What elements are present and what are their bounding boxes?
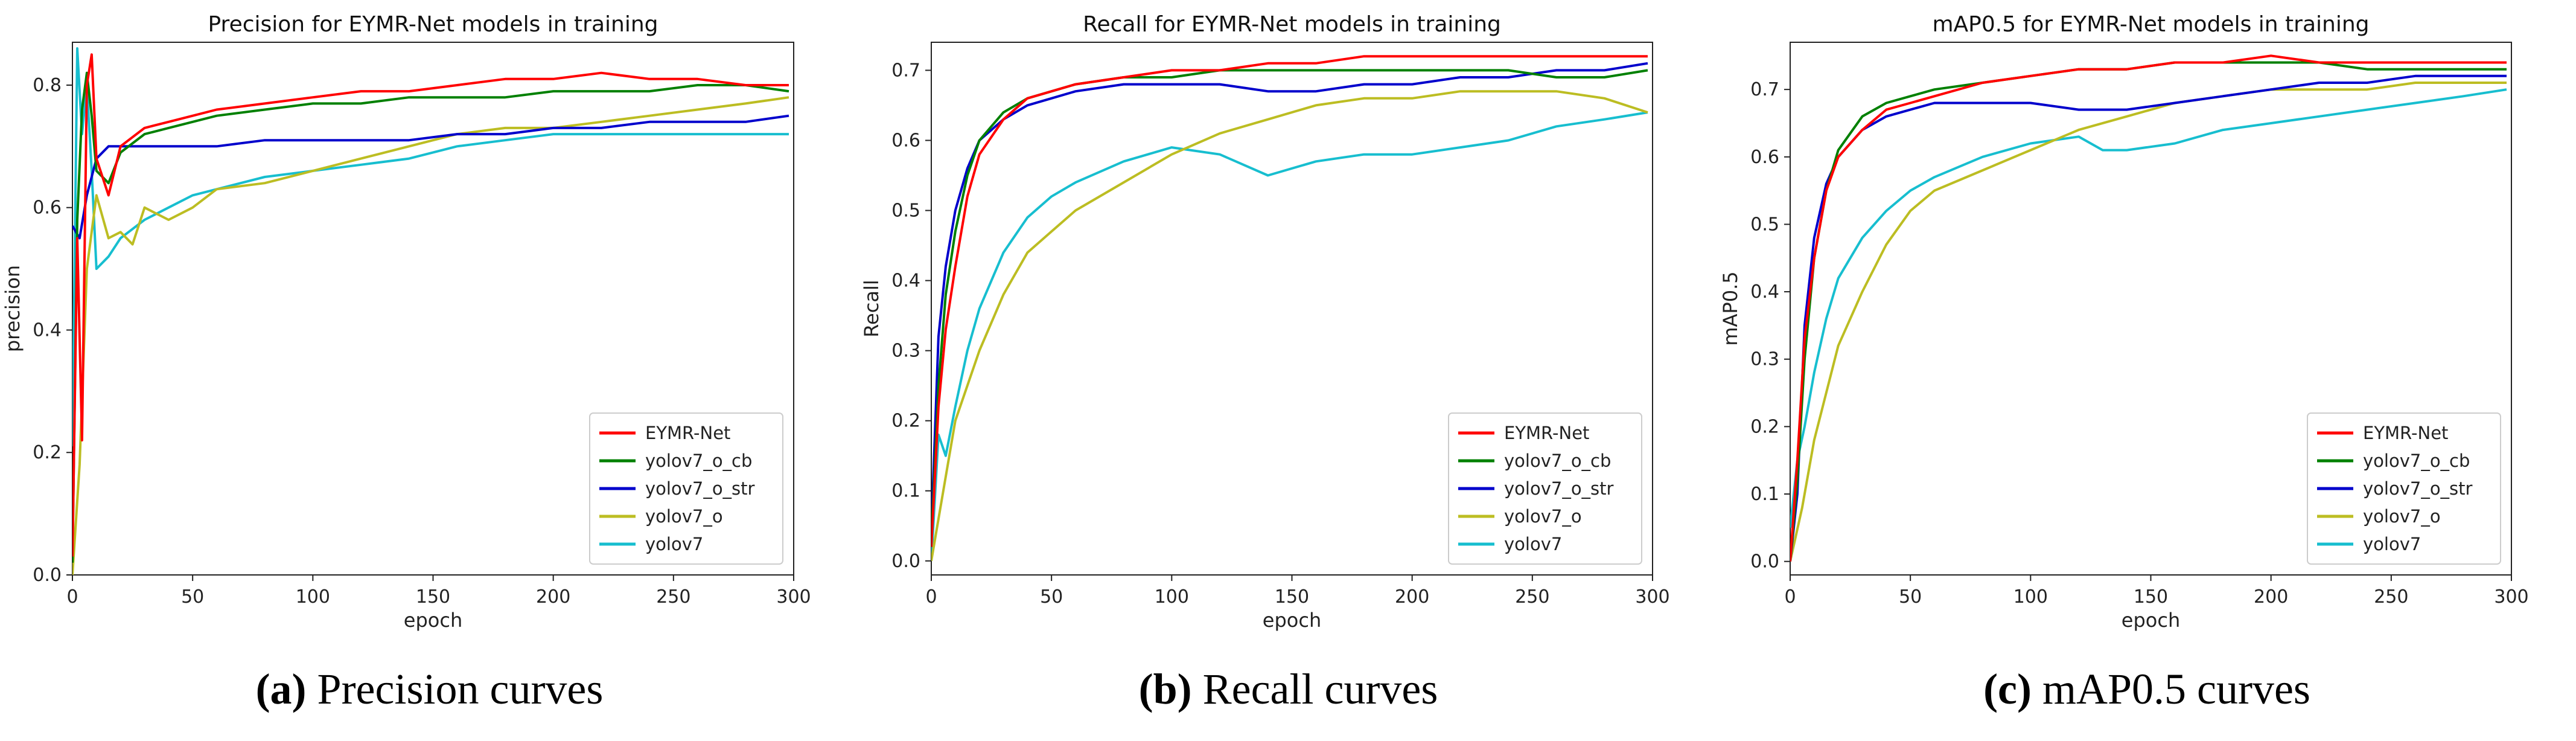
precision-xtick-label: 250 [656, 586, 690, 608]
map05-ytick-label: 0.2 [1750, 416, 1779, 437]
recall-xlabel: epoch [1263, 609, 1321, 632]
precision-series-yolov7-o [72, 96, 789, 575]
precision-ytick-label: 0.2 [33, 442, 62, 463]
precision-series-yolov7-o-cb [72, 71, 789, 563]
recall-series-yolov7-o-str [931, 62, 1648, 533]
recall-ytick-label: 0.4 [891, 271, 920, 292]
caption-b-letter: (b) [1138, 665, 1192, 713]
map05-ytick-label: 0.5 [1750, 214, 1779, 235]
recall-ytick-label: 0.6 [891, 130, 920, 151]
precision-ytick-label: 0.0 [33, 565, 62, 586]
recall-series-yolov7 [931, 111, 1648, 561]
map05-series-yolov7 [1790, 88, 2507, 528]
caption-b-text: Recall curves [1191, 665, 1438, 713]
precision-xtick-label: 0 [66, 586, 78, 608]
precision-xlabel: epoch [404, 609, 462, 632]
recall-ytick-label: 0.3 [891, 341, 920, 362]
recall-series-eymr-net [931, 55, 1648, 547]
precision-ytick-label: 0.6 [33, 197, 62, 219]
map05-legend-label: EYMR-Net [2363, 423, 2448, 443]
map05-ytick-label: 0.4 [1750, 281, 1779, 303]
recall-ytick-label: 0.1 [891, 481, 920, 502]
map05-chart: mAP0.5 for EYMR-Net models in training 0 5… [1719, 12, 2529, 632]
precision-xtick-label: 100 [296, 586, 330, 608]
map05-xtick-label: 150 [2134, 586, 2168, 608]
map05-series-group [1790, 54, 2507, 562]
precision-series-eymr-net [72, 53, 789, 557]
precision-legend-label: yolov7_o [645, 506, 723, 527]
map05-xtick-label: 200 [2254, 586, 2288, 608]
map05-xtick-label: 250 [2374, 586, 2408, 608]
recall-ylabel: Recall [860, 280, 883, 337]
map05-series-eymr-net [1790, 54, 2507, 562]
caption-b: (b) Recall curves [859, 664, 1718, 719]
map05-ytick-label: 0.0 [1750, 551, 1779, 573]
recall-legend-label: EYMR-Net [1504, 423, 1589, 443]
recall-ytick-label: 0.2 [891, 411, 920, 432]
recall-xtick-label: 300 [1635, 586, 1669, 608]
caption-a-text: Precision curves [306, 665, 604, 713]
recall-series-yolov7-o-cb [931, 69, 1648, 541]
recall-legend-label: yolov7_o_str [1504, 478, 1614, 499]
precision-ylabel: precision [1, 265, 24, 352]
recall-xtick-label: 200 [1395, 586, 1429, 608]
map05-legend [2307, 412, 2501, 565]
caption-a: (a) Precision curves [0, 664, 859, 719]
recall-title: Recall for EYMR-Net models in training [1083, 12, 1501, 37]
map05-ytick-label: 0.7 [1750, 79, 1779, 100]
precision-xtick-label: 300 [776, 586, 811, 608]
caption-a-letter: (a) [255, 665, 307, 713]
recall-legend-label: yolov7_o [1504, 506, 1582, 527]
map05-legend-label: yolov7_o_str [2363, 478, 2473, 499]
precision-ytick-label: 0.8 [33, 75, 62, 96]
caption-c-text: mAP0.5 curves [2031, 665, 2310, 713]
map05-xlabel: epoch [2122, 609, 2180, 632]
recall-series-yolov7-o [931, 90, 1648, 562]
precision-legend-label: EYMR-Net [645, 423, 730, 443]
map05-series-yolov7-o-str [1790, 74, 2507, 562]
map05-xtick-label: 300 [2494, 586, 2528, 608]
recall-legend [1448, 412, 1642, 565]
recall-xtick-label: 250 [1515, 586, 1549, 608]
map05-title: mAP0.5 for EYMR-Net models in training [1932, 12, 2369, 37]
map05-ytick-label: 0.1 [1750, 484, 1779, 505]
recall-legend-label: yolov7 [1504, 534, 1562, 554]
map05-xtick-label: 0 [1784, 586, 1796, 608]
recall-ytick-label: 0.7 [891, 60, 920, 81]
recall-xtick-label: 0 [925, 586, 937, 608]
precision-legend-label: yolov7 [645, 534, 703, 554]
recall-ytick-label: 0.5 [891, 200, 920, 222]
precision-series-yolov7-o-str [72, 114, 789, 240]
map05-series-yolov7-o [1790, 82, 2507, 562]
precision-series-group [72, 47, 789, 575]
recall-series-group [931, 55, 1648, 562]
map05-ytick-label: 0.3 [1750, 349, 1779, 370]
map05-legend-label: yolov7_o [2363, 506, 2441, 527]
recall-xtick-label: 150 [1275, 586, 1309, 608]
precision-xtick-label: 50 [181, 586, 204, 608]
recall-xtick-label: 50 [1040, 586, 1063, 608]
map05-legend-label: yolov7 [2363, 534, 2421, 554]
precision-xtick-label: 150 [416, 586, 450, 608]
caption-c-letter: (c) [1983, 665, 2032, 713]
precision-xtick-label: 200 [536, 586, 570, 608]
recall-legend-label: yolov7_o_cb [1504, 451, 1611, 471]
precision-series-yolov7 [72, 47, 789, 447]
precision-legend-label: yolov7_o_str [645, 478, 755, 499]
recall-xtick-label: 100 [1155, 586, 1189, 608]
precision-chart: Precision for EYMR-Net models in trainin… [1, 12, 811, 632]
recall-ytick-label: 0.0 [891, 551, 920, 572]
map05-legend-label: yolov7_o_cb [2363, 451, 2470, 471]
caption-c: (c) mAP0.5 curves [1718, 664, 2576, 719]
map05-ylabel: mAP0.5 [1719, 271, 1742, 345]
precision-legend-label: yolov7_o_cb [645, 451, 752, 471]
precision-legend [589, 412, 783, 565]
map05-xtick-label: 100 [2013, 586, 2048, 608]
precision-title: Precision for EYMR-Net models in trainin… [208, 12, 658, 37]
map05-xtick-label: 50 [1899, 586, 1922, 608]
precision-ytick-label: 0.4 [33, 319, 62, 341]
recall-chart: Recall for EYMR-Net models in training 0 5… [860, 12, 1670, 632]
map05-ytick-label: 0.6 [1750, 147, 1779, 168]
